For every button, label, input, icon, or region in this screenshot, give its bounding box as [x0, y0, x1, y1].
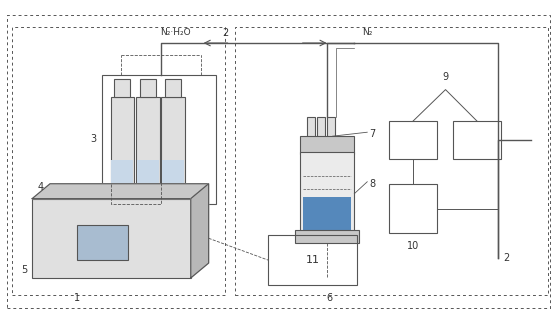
Text: 7: 7 — [369, 129, 376, 139]
Bar — [136, 96, 160, 196]
Bar — [137, 160, 159, 195]
Text: 8: 8 — [369, 179, 376, 189]
Bar — [112, 160, 133, 195]
Bar — [12, 27, 225, 295]
Text: 2: 2 — [222, 28, 229, 38]
Bar — [102, 75, 215, 203]
Bar — [140, 79, 156, 96]
Bar — [161, 96, 185, 196]
Bar — [235, 27, 547, 295]
Text: 6: 6 — [326, 293, 333, 303]
Text: N₂·H₂O: N₂·H₂O — [161, 28, 191, 37]
Polygon shape — [32, 184, 209, 199]
Bar — [110, 96, 134, 196]
Bar — [32, 199, 191, 278]
Text: 5: 5 — [21, 265, 27, 275]
Bar — [300, 152, 354, 233]
Text: 1: 1 — [74, 293, 80, 303]
Bar — [326, 117, 334, 139]
Text: 11: 11 — [306, 255, 320, 265]
Bar — [303, 197, 352, 231]
Text: 10: 10 — [407, 241, 419, 251]
Polygon shape — [191, 184, 209, 278]
Bar — [268, 235, 357, 285]
Text: 2: 2 — [503, 253, 509, 263]
Bar — [389, 184, 436, 233]
Bar — [454, 121, 501, 159]
Text: 3: 3 — [90, 134, 97, 144]
Bar — [316, 117, 325, 139]
Text: N₂: N₂ — [362, 28, 372, 37]
Bar — [300, 136, 354, 154]
Bar — [77, 225, 128, 260]
Text: 4: 4 — [37, 182, 44, 192]
Bar — [162, 160, 184, 195]
Bar — [295, 230, 359, 243]
Bar — [307, 117, 315, 139]
Text: 9: 9 — [442, 72, 449, 82]
Bar — [165, 79, 181, 96]
Bar — [389, 121, 436, 159]
Bar — [114, 79, 131, 96]
